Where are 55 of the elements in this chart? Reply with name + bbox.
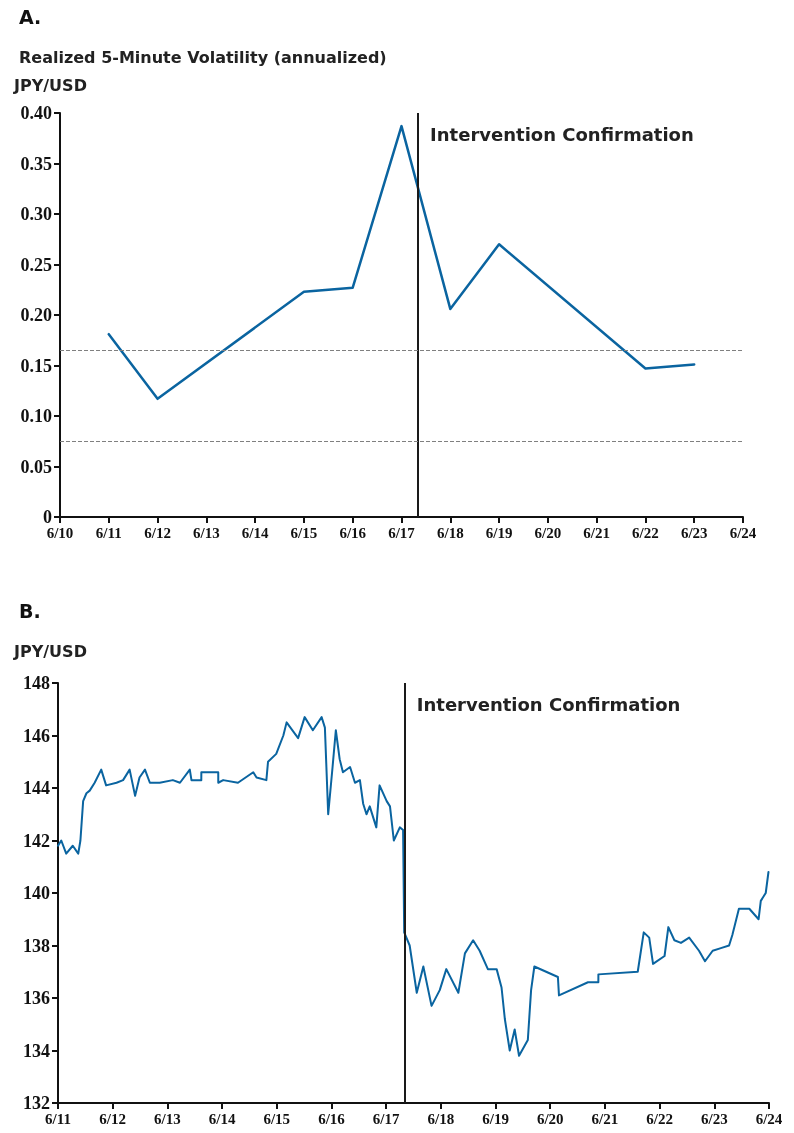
chart-title: B. [19, 599, 41, 622]
x-tick-label: 6/20 [534, 524, 562, 541]
y-tick-label: 134 [23, 1040, 50, 1061]
y-tick-label: 0.05 [20, 456, 52, 477]
y-tick-label: 0.20 [20, 305, 52, 325]
x-tick-label: 6/22 [646, 1110, 673, 1127]
y-tick-label: 138 [23, 935, 50, 956]
chart-subtitle: Realized 5-Minute Volatility (annualized) [19, 47, 387, 67]
chart-title: A. [19, 5, 42, 28]
y-tick-label: 140 [23, 883, 50, 903]
x-tick-label: 6/17 [372, 1110, 400, 1127]
x-tick-label: 6/18 [427, 1110, 455, 1127]
y-tick-label: 144 [23, 778, 50, 798]
y-tick-label: 136 [23, 988, 50, 1008]
y-tick-label: 0.40 [20, 103, 52, 123]
y-tick-label: 148 [23, 673, 50, 693]
x-tick-label: 6/23 [680, 524, 708, 541]
x-tick-label: 6/18 [436, 524, 464, 541]
x-tick-label: 6/16 [339, 524, 367, 541]
y-tick-label: 146 [23, 725, 50, 746]
x-tick-label: 6/11 [95, 524, 122, 541]
y-axis-title: JPY/USD [13, 75, 87, 95]
y-tick-label: 0.25 [20, 254, 52, 275]
x-tick-label: 6/16 [318, 1110, 346, 1127]
x-tick-label: 6/14 [208, 1110, 236, 1127]
x-tick-label: 6/23 [700, 1110, 728, 1127]
y-tick-label: 132 [23, 1093, 50, 1113]
x-tick-label: 6/15 [263, 1110, 291, 1127]
x-tick-label: 6/21 [591, 1110, 619, 1127]
x-tick-label: 6/21 [583, 524, 610, 541]
x-tick-label: 6/19 [485, 524, 513, 541]
ref-line-label: Intervention Confirmation [416, 693, 681, 715]
ref-line-label: Intervention Confirmation [430, 123, 694, 145]
y-tick-label: 0.10 [20, 406, 52, 426]
line-series [107, 124, 696, 401]
y-tick-label: 0.30 [20, 204, 52, 224]
x-tick-label: 6/22 [632, 524, 659, 541]
y-axis-title: JPY/USD [13, 641, 87, 661]
x-tick-label: 6/13 [154, 1110, 181, 1127]
x-tick-label: 6/10 [46, 524, 74, 541]
y-tick-label: 142 [23, 830, 50, 851]
x-tick-label: 6/24 [729, 524, 757, 541]
x-tick-label: 6/12 [144, 524, 171, 541]
x-tick-label: 6/11 [45, 1110, 71, 1127]
y-tick-label: 0.15 [20, 355, 52, 376]
x-tick-label: 6/24 [755, 1110, 783, 1127]
x-tick-label: 6/12 [99, 1110, 127, 1127]
y-tick-label: 0 [43, 507, 52, 527]
x-tick-label: 6/13 [193, 524, 220, 541]
x-tick-label: 6/15 [290, 524, 318, 541]
x-tick-label: 6/20 [536, 1110, 564, 1127]
y-tick-label: 0.35 [20, 153, 52, 174]
x-tick-label: 6/19 [482, 1110, 509, 1127]
x-tick-label: 6/17 [388, 524, 416, 541]
x-tick-label: 6/14 [241, 524, 269, 541]
